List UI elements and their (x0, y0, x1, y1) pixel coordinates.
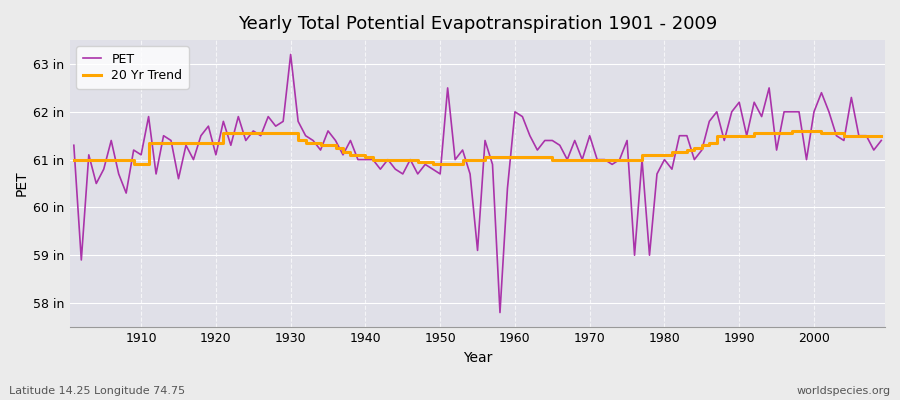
Text: Latitude 14.25 Longitude 74.75: Latitude 14.25 Longitude 74.75 (9, 386, 185, 396)
20 Yr Trend (517, 155, 527, 160)
Legend: PET, 20 Yr Trend: PET, 20 Yr Trend (76, 46, 189, 89)
PET (68, 143, 79, 148)
20 Yr Trend (786, 128, 796, 133)
PET (128, 148, 139, 152)
Line: PET: PET (74, 54, 881, 312)
20 Yr Trend (136, 162, 147, 167)
20 Yr Trend (876, 133, 886, 138)
PET (285, 52, 296, 57)
Y-axis label: PET: PET (15, 171, 29, 196)
Text: worldspecies.org: worldspecies.org (796, 386, 891, 396)
PET (876, 138, 886, 143)
X-axis label: Year: Year (463, 351, 492, 365)
20 Yr Trend (607, 157, 617, 162)
20 Yr Trend (128, 162, 139, 167)
Line: 20 Yr Trend: 20 Yr Trend (74, 131, 881, 164)
PET (517, 114, 527, 119)
Title: Yearly Total Potential Evapotranspiration 1901 - 2009: Yearly Total Potential Evapotranspiratio… (238, 15, 717, 33)
PET (495, 310, 506, 315)
20 Yr Trend (509, 155, 520, 160)
PET (525, 133, 535, 138)
20 Yr Trend (301, 140, 311, 145)
PET (345, 138, 356, 143)
PET (301, 133, 311, 138)
20 Yr Trend (345, 152, 356, 157)
20 Yr Trend (68, 157, 79, 162)
PET (614, 157, 625, 162)
